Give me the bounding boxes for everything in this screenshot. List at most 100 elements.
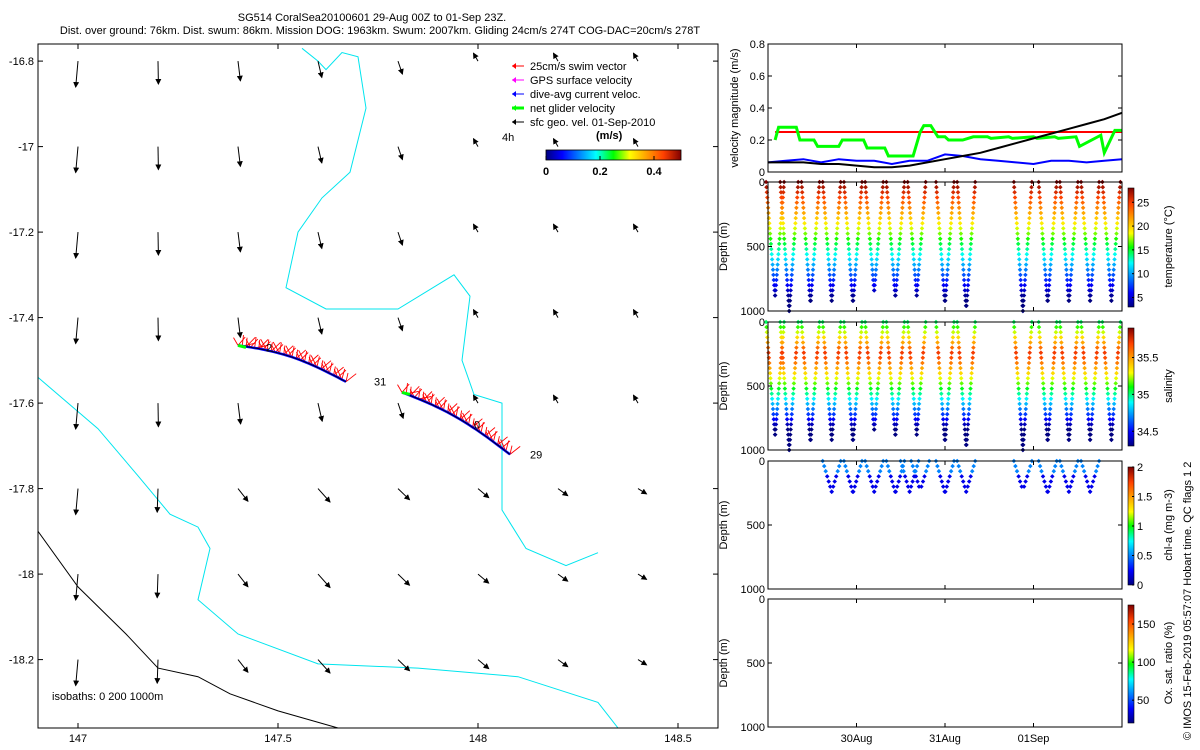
panel-colorbar: [1127, 187, 1135, 308]
profile-point: [815, 340, 821, 345]
profile-point: [1016, 474, 1021, 479]
profile-point: [837, 335, 842, 340]
profile-point: [848, 267, 853, 272]
profile-point: [966, 267, 972, 272]
profile-point: [794, 205, 799, 211]
profile-point: [789, 417, 794, 422]
profile-point: [1102, 205, 1107, 211]
profile-point: [809, 422, 815, 427]
profile-point: [1107, 272, 1112, 278]
profile-point: [853, 267, 858, 272]
profile-point: [877, 221, 883, 226]
profile-point: [1052, 345, 1058, 350]
profile-point: [1069, 262, 1075, 267]
profile-point: [1081, 221, 1087, 226]
swim-vector: [345, 373, 357, 383]
profile-point: [956, 345, 962, 350]
profile-point: [938, 241, 943, 247]
profile-point: [765, 195, 770, 200]
colorbar-tick-label: 0.5: [1137, 551, 1152, 563]
profile-point: [830, 484, 836, 489]
profile-point: [779, 205, 785, 211]
profile-point: [891, 417, 897, 422]
swim-vector: [320, 360, 332, 370]
profile-point: [1071, 381, 1076, 386]
profile-point: [1018, 282, 1024, 288]
map-ytick-label: -17.2: [9, 227, 34, 239]
profile-point: [787, 442, 792, 448]
profile-point: [1096, 190, 1101, 195]
profile-point: [956, 463, 961, 469]
profile-point: [785, 282, 790, 288]
colorbar-tick-label: 50: [1137, 695, 1149, 707]
profile-point: [901, 184, 907, 190]
profile-point: [886, 355, 892, 361]
profile-point: [895, 406, 900, 412]
profile-point: [889, 479, 895, 484]
profile-point: [810, 411, 815, 417]
annotation-4h: 4h: [502, 132, 514, 144]
profile-point: [824, 370, 829, 376]
profile-point: [966, 272, 971, 278]
profile-point: [967, 251, 973, 257]
profile-point: [863, 329, 869, 335]
profile-point: [801, 210, 807, 216]
profile-point: [792, 365, 798, 371]
profile-point: [1113, 376, 1119, 381]
profile-point: [809, 288, 814, 293]
profile-point: [813, 376, 818, 381]
profile-point: [849, 282, 854, 288]
profile-point: [1063, 391, 1068, 396]
profile-point: [1014, 226, 1020, 231]
profile-point: [1066, 298, 1072, 303]
profile-point: [1116, 200, 1122, 205]
profile-point: [781, 376, 787, 381]
profile-point: [808, 298, 814, 303]
profile-point: [896, 386, 902, 391]
profile-point: [894, 411, 900, 417]
swim-vector: [468, 413, 472, 425]
profile-point: [1072, 365, 1077, 371]
profile-point: [916, 406, 921, 412]
profile-point: [937, 236, 943, 242]
profile-point: [890, 401, 896, 407]
profile-point: [816, 324, 822, 330]
profile-point: [963, 489, 969, 494]
profile-point: [949, 210, 954, 216]
profile-point: [1022, 427, 1027, 432]
profile-point: [1094, 215, 1099, 221]
profile-point: [1018, 277, 1023, 283]
profile-point: [865, 350, 870, 355]
profile-point: [810, 272, 815, 278]
profile-point: [1027, 210, 1032, 216]
profile-point: [782, 381, 787, 386]
swim-vector: [333, 366, 336, 376]
profile-point: [813, 231, 818, 236]
geo-velocity-arrow: [317, 146, 324, 164]
profile-point: [937, 226, 942, 231]
profile-point: [920, 360, 925, 366]
profile-point: [957, 210, 962, 216]
profile-point: [961, 417, 967, 422]
profile-point: [1017, 396, 1022, 402]
profile-point: [1109, 288, 1115, 293]
panel-xtick-label: 31Aug: [929, 733, 961, 745]
profile-point: [912, 267, 917, 272]
swim-vector: [272, 341, 280, 354]
profile-point: [961, 411, 967, 417]
map-ytick-label: -16.8: [9, 56, 34, 68]
profile-point: [1069, 267, 1074, 272]
swim-vector: [424, 392, 432, 405]
profile-point: [911, 396, 917, 402]
profile-point: [965, 427, 970, 432]
profile-point: [810, 277, 815, 283]
profile-point: [1050, 236, 1055, 242]
profile-point: [1101, 200, 1107, 205]
legend-entry: dive-avg current veloc.: [530, 89, 641, 101]
profile-point: [900, 335, 906, 340]
profile-point: [1018, 272, 1023, 278]
profile-point: [1027, 355, 1032, 361]
profile-point: [1039, 355, 1044, 361]
profile-point: [811, 391, 817, 396]
profile-point: [960, 396, 965, 402]
